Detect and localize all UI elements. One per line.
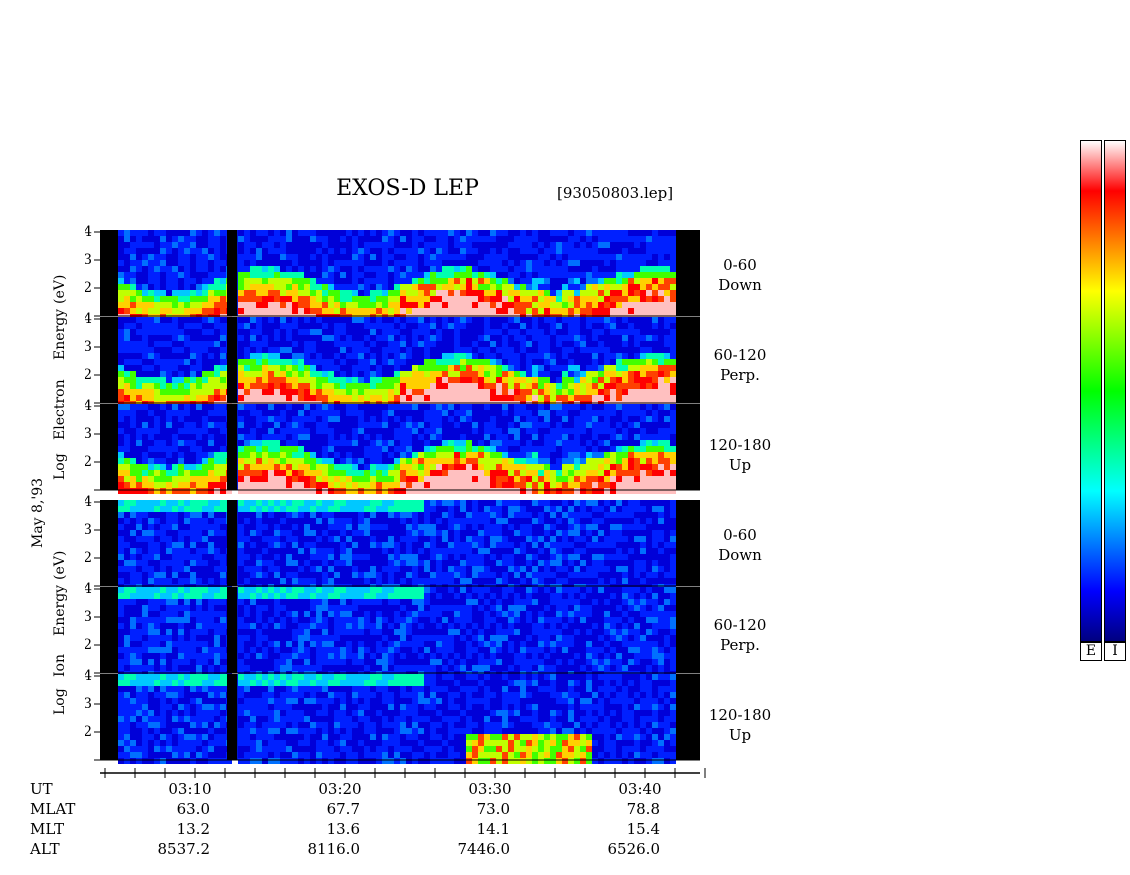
panel-label-i-down: 0-60 Down: [700, 525, 780, 565]
y-tick-label: 2: [85, 367, 92, 383]
electron-axis-label-1: Log: [52, 453, 68, 480]
y-tick-label: 3: [85, 522, 92, 538]
mlat-label: MLAT: [30, 800, 76, 818]
panel-label-i-perp: 60-120 Perp.: [700, 615, 780, 655]
alt-label: ALT: [30, 840, 60, 858]
y-tick-label: 3: [85, 696, 92, 712]
y-tick-label: 2: [85, 280, 92, 296]
ion-axis-label-2: Ion: [52, 654, 68, 677]
pitch-label: 60-120: [713, 616, 767, 634]
colorbar-ion: [1104, 140, 1126, 642]
pitch-label: 120-180: [708, 436, 772, 454]
mlat-value: 67.7: [326, 800, 360, 818]
file-id: [93050803.lep]: [557, 184, 674, 202]
pitch-label: 0-60: [723, 256, 757, 274]
panel-label-e-down: 0-60 Down: [700, 255, 780, 295]
y-tick-label: 2: [85, 637, 92, 653]
alt-value: 6526.0: [607, 840, 661, 858]
direction-label: Up: [728, 726, 752, 744]
mlat-value: 63.0: [176, 800, 210, 818]
electron-axis-label-4: (eV): [52, 274, 68, 304]
electron-axis-label-2: Electron: [52, 379, 68, 440]
direction-label: Perp.: [720, 636, 760, 654]
y-tick-label: 4: [85, 581, 92, 597]
alt-value: 8537.2: [157, 840, 211, 858]
direction-label: Up: [728, 456, 752, 474]
mlat-value: 78.8: [626, 800, 660, 818]
ion-axis-label-4: (eV): [52, 550, 68, 580]
y-tick-label: 2: [85, 454, 92, 470]
spectrogram-panel: [100, 500, 700, 590]
mlt-value: 13.2: [176, 820, 210, 838]
y-tick-label: 3: [85, 339, 92, 355]
y-tick-label: 4: [85, 398, 92, 414]
spectrogram-panel: [100, 230, 700, 320]
mlat-value: 73.0: [476, 800, 510, 818]
spectrogram: 4 3 2 4 3 2 4 3 2 4 3 2 4 3 2 4 3 2: [85, 225, 706, 778]
mlt-value: 14.1: [476, 820, 510, 838]
ut-tick-label: 03:40: [618, 780, 662, 798]
y-tick-label: 3: [85, 609, 92, 625]
ut-tick-label: 03:10: [168, 780, 212, 798]
y-tick-label: 4: [85, 225, 92, 240]
y-tick-label: 3: [85, 252, 92, 268]
mlt-value: 15.4: [626, 820, 660, 838]
colorbar-electron: [1080, 140, 1102, 642]
y-tick-label: 2: [85, 550, 92, 566]
y-tick-label: 3: [85, 426, 92, 442]
ion-axis-label-1: Log: [52, 688, 68, 715]
spectrogram-panel: [100, 404, 700, 494]
mlt-label: MLT: [30, 820, 65, 838]
colorbar-label-e: E: [1080, 642, 1102, 661]
ut-label: UT: [30, 780, 53, 798]
date-label: May 8,'93: [30, 477, 46, 548]
mlt-value: 13.6: [326, 820, 360, 838]
y-tick-label: 4: [85, 494, 92, 510]
chart-title: EXOS-D LEP: [336, 176, 479, 201]
colorbar-label-i: I: [1104, 642, 1126, 661]
y-tick-label: 2: [85, 724, 92, 740]
y-tick-label: 4: [85, 668, 92, 684]
pitch-label: 120-180: [708, 706, 772, 724]
direction-label: Down: [718, 546, 762, 564]
panel-label-i-up: 120-180 Up: [700, 705, 780, 745]
alt-value: 7446.0: [457, 840, 511, 858]
electron-axis-label-3: Energy: [52, 308, 68, 360]
panel-label-e-perp: 60-120 Perp.: [700, 345, 780, 385]
pitch-label: 0-60: [723, 526, 757, 544]
y-tick-label: 4: [85, 311, 92, 327]
ut-tick-label: 03:20: [318, 780, 362, 798]
direction-label: Down: [718, 276, 762, 294]
spectrogram-panel: [100, 317, 700, 407]
ion-axis-label-3: Energy: [52, 584, 68, 636]
spectrogram-panel: [100, 587, 700, 677]
panel-label-e-up: 120-180 Up: [700, 435, 780, 475]
ut-tick-label: 03:30: [468, 780, 512, 798]
spectrogram-panel: [100, 674, 700, 764]
pitch-label: 60-120: [713, 346, 767, 364]
direction-label: Perp.: [720, 366, 760, 384]
alt-value: 8116.0: [307, 840, 361, 858]
